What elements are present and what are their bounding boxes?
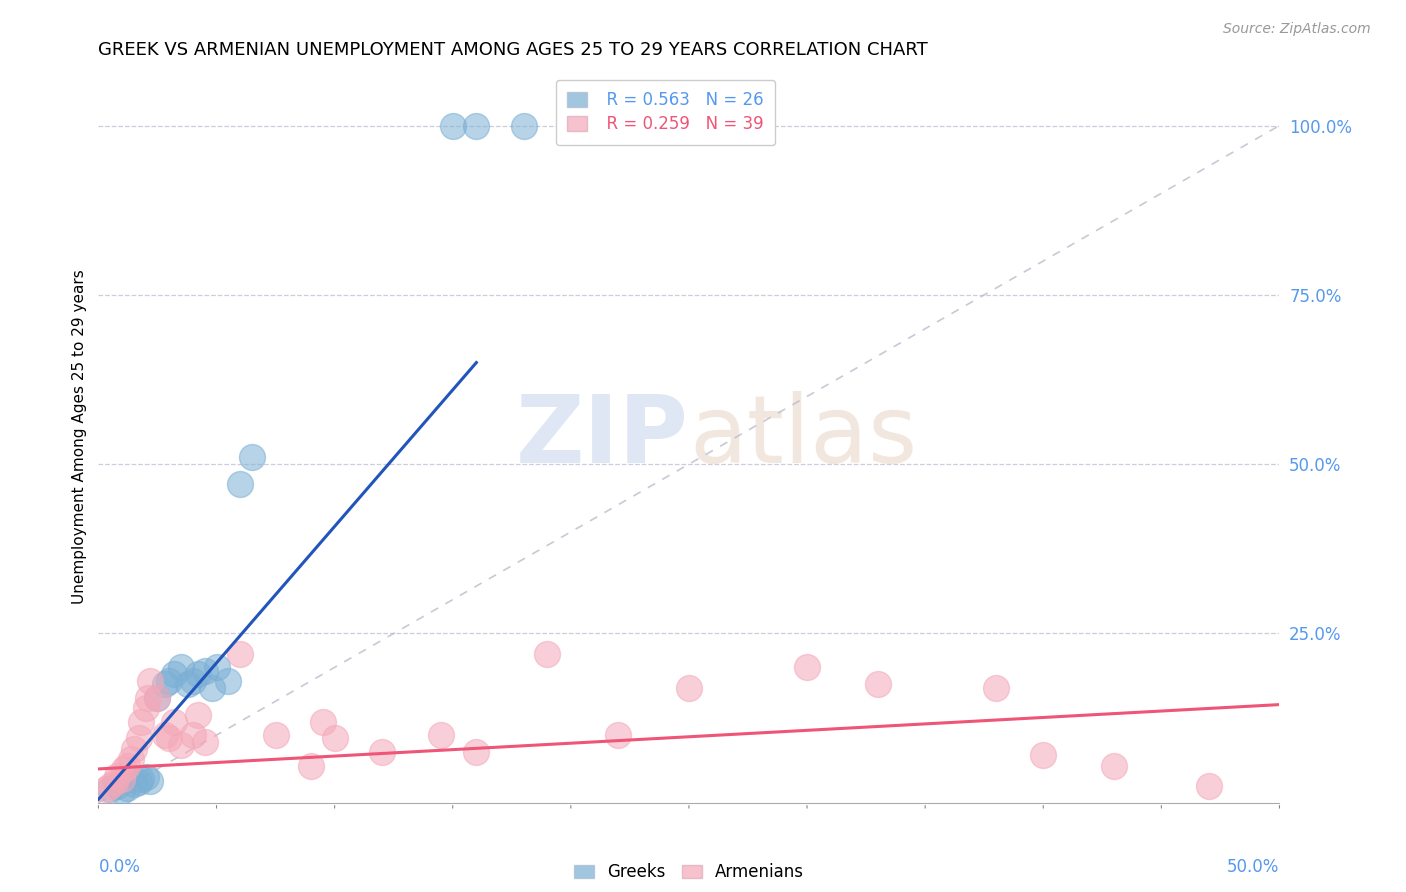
Point: [229, 477, 252, 491]
Point: [201, 681, 224, 695]
Point: [157, 731, 180, 746]
Point: [135, 770, 157, 784]
Legend: Greeks, Armenians: Greeks, Armenians: [565, 855, 813, 889]
Y-axis label: Unemployment Among Ages 25 to 29 years: Unemployment Among Ages 25 to 29 years: [72, 269, 87, 605]
Point: [181, 673, 204, 688]
Point: [139, 774, 162, 789]
Point: [607, 728, 630, 742]
Point: [115, 758, 138, 772]
Point: [299, 758, 322, 772]
Point: [465, 119, 488, 133]
Point: [163, 667, 186, 681]
Text: 50.0%: 50.0%: [1227, 858, 1279, 876]
Point: [153, 728, 176, 742]
Point: [194, 735, 217, 749]
Point: [139, 673, 162, 688]
Point: [229, 647, 252, 661]
Point: [512, 119, 534, 133]
Point: [104, 775, 127, 789]
Point: [678, 681, 700, 695]
Point: [128, 731, 150, 746]
Point: [984, 681, 1007, 695]
Point: [105, 779, 128, 793]
Point: [136, 690, 159, 705]
Point: [163, 714, 186, 729]
Point: [371, 745, 394, 759]
Point: [121, 752, 143, 766]
Point: [111, 772, 134, 786]
Point: [1102, 758, 1125, 772]
Point: [115, 780, 138, 795]
Point: [157, 673, 180, 688]
Point: [94, 782, 117, 797]
Point: [98, 782, 121, 797]
Point: [1198, 779, 1220, 793]
Point: [187, 667, 209, 681]
Point: [536, 647, 558, 661]
Point: [122, 777, 145, 791]
Point: [153, 677, 176, 691]
Point: [796, 660, 818, 674]
Text: atlas: atlas: [689, 391, 917, 483]
Point: [128, 775, 150, 789]
Point: [441, 119, 464, 133]
Point: [430, 728, 453, 742]
Point: [112, 762, 135, 776]
Point: [111, 783, 134, 797]
Text: ZIP: ZIP: [516, 391, 689, 483]
Point: [866, 677, 889, 691]
Point: [312, 714, 335, 729]
Point: [240, 450, 263, 465]
Point: [129, 772, 152, 786]
Point: [170, 660, 193, 674]
Point: [98, 779, 121, 793]
Text: 0.0%: 0.0%: [98, 858, 141, 876]
Point: [217, 673, 239, 688]
Point: [177, 677, 200, 691]
Point: [146, 690, 169, 705]
Point: [1032, 748, 1054, 763]
Point: [187, 707, 209, 722]
Point: [194, 664, 217, 678]
Point: [105, 769, 128, 783]
Point: [181, 728, 204, 742]
Point: [146, 690, 169, 705]
Point: [122, 741, 145, 756]
Point: [465, 745, 488, 759]
Point: [170, 738, 193, 752]
Text: Source: ZipAtlas.com: Source: ZipAtlas.com: [1223, 22, 1371, 37]
Point: [135, 701, 157, 715]
Text: GREEK VS ARMENIAN UNEMPLOYMENT AMONG AGES 25 TO 29 YEARS CORRELATION CHART: GREEK VS ARMENIAN UNEMPLOYMENT AMONG AGE…: [98, 41, 928, 59]
Point: [205, 660, 228, 674]
Point: [323, 731, 346, 746]
Point: [129, 714, 152, 729]
Point: [264, 728, 287, 742]
